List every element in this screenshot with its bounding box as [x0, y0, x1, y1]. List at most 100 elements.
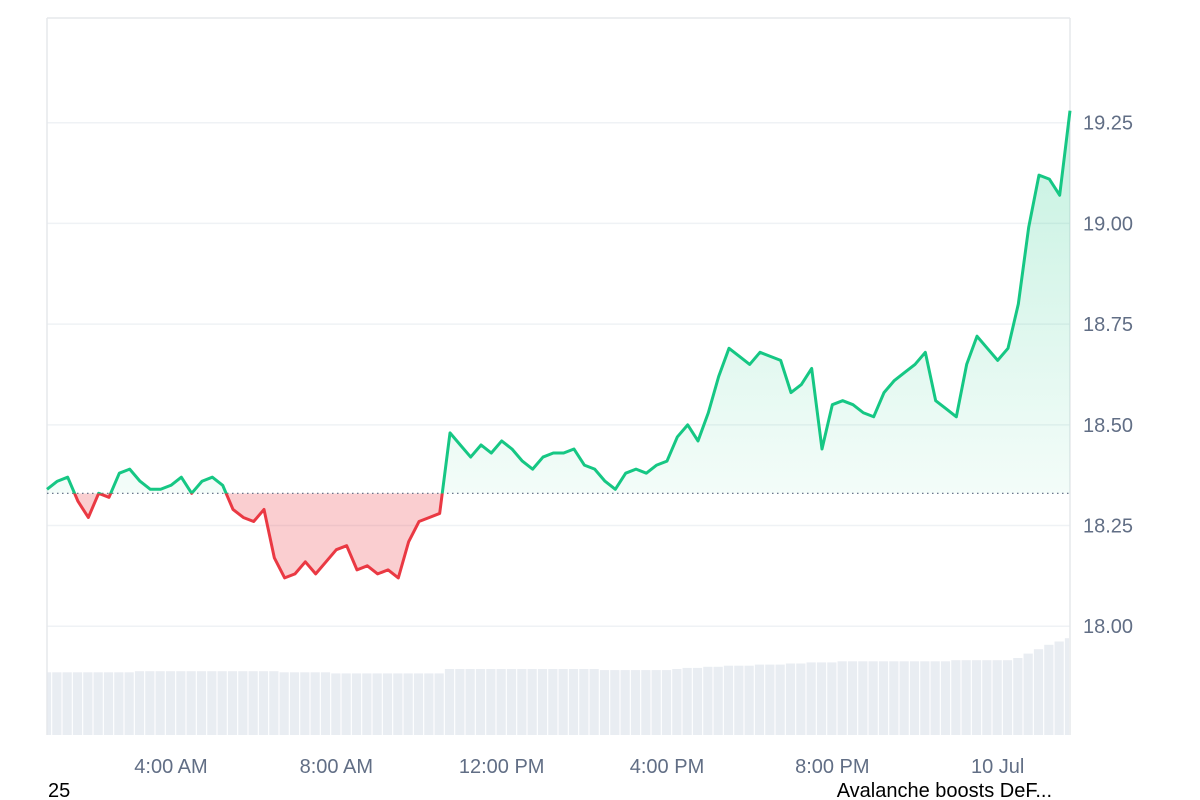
x-tick-label: 4:00 PM [630, 756, 704, 778]
volume-bar [858, 661, 868, 735]
volume-bar [868, 661, 878, 735]
y-tick-label: 18.50 [1083, 415, 1133, 437]
volume-bar [124, 672, 134, 735]
volume-bar [1023, 653, 1033, 735]
volume-bar [269, 671, 279, 735]
x-tick-label: 12:00 PM [459, 756, 545, 778]
volume-bar [248, 671, 258, 735]
volume-bar [971, 660, 982, 735]
volume-bar [930, 661, 940, 735]
volume-bar [992, 660, 1002, 735]
volume-bar [651, 670, 661, 735]
x-tick-label: 8:00 PM [795, 756, 869, 778]
volume-bar [331, 673, 341, 735]
volume-bar [599, 670, 610, 735]
price-area [47, 110, 1070, 578]
volume-bar [145, 671, 155, 735]
volume-bar [816, 662, 827, 735]
volume-bar [362, 673, 372, 735]
volume-bar [785, 663, 796, 735]
volume-bar [52, 672, 62, 735]
volume-bar [496, 669, 506, 735]
volume-bar [744, 665, 754, 735]
volume-bar [961, 660, 971, 735]
volume-bar [568, 669, 579, 735]
volume-bar [372, 673, 382, 735]
volume-bar [527, 669, 537, 735]
volume-bar [341, 673, 351, 735]
volume-bar [393, 673, 403, 735]
y-tick-label: 19.00 [1083, 213, 1133, 235]
volume-bar [775, 664, 785, 735]
y-tick-label: 18.75 [1083, 314, 1133, 336]
volume-bar [827, 662, 837, 735]
volume-bar [444, 669, 455, 735]
volume-bar [289, 672, 300, 735]
volume-bar [579, 669, 589, 735]
volume-bar [620, 670, 630, 735]
volume-bar [506, 669, 517, 735]
volume-bar [62, 672, 72, 735]
x-tick-label: 8:00 AM [300, 756, 373, 778]
volume-bar [238, 671, 248, 735]
volume-bar [517, 669, 527, 735]
volume-bar [672, 669, 682, 735]
volume-bar [940, 661, 951, 735]
volume-bar [558, 669, 568, 735]
volume-bar [889, 661, 899, 735]
volume-bar [217, 671, 227, 735]
volume-bar [465, 669, 475, 735]
volume-bar [920, 661, 930, 735]
volume-bar [723, 665, 734, 735]
volume-bar [548, 669, 558, 735]
volume-bar [847, 661, 858, 735]
volume-bar [661, 670, 672, 735]
volume-bar [258, 671, 269, 735]
volume-bar [1064, 638, 1069, 735]
volume-bar [424, 673, 434, 735]
volume-bar [682, 667, 692, 735]
volume-bar [713, 666, 723, 735]
volume-bar [351, 673, 362, 735]
footer-left-text: 25 [48, 780, 70, 800]
volume-bar [155, 671, 165, 735]
volume-bar [83, 672, 93, 735]
volume-bar [403, 673, 413, 735]
volume-bar [1044, 644, 1054, 735]
volume-bar [114, 672, 124, 735]
volume-bar [537, 669, 548, 735]
volume-bar [382, 673, 393, 735]
plot-background [47, 121, 1070, 735]
volume-bar [1013, 658, 1023, 735]
volume-bar [475, 669, 486, 735]
volume-bar [630, 670, 641, 735]
volume-bar [455, 669, 465, 735]
x-tick-label: 4:00 AM [134, 756, 207, 778]
volume-bar [692, 667, 703, 735]
volume-bar [909, 661, 920, 735]
volume-bar [899, 661, 909, 735]
volume-bar [837, 661, 847, 735]
volume-bar [982, 660, 992, 735]
volume-bar [196, 671, 207, 735]
volume-bar [186, 671, 196, 735]
volume-bar [413, 673, 424, 735]
volume-bar [806, 662, 816, 735]
volume-bar [103, 672, 114, 735]
volume-bar [93, 672, 103, 735]
volume-bar [754, 664, 765, 735]
volume-bar [165, 671, 176, 735]
price-line [46, 110, 1072, 580]
y-tick-label: 18.00 [1083, 616, 1133, 638]
volume-bar [227, 671, 238, 735]
volume-bar [1054, 641, 1064, 735]
volume-bar [610, 670, 620, 735]
volume-bar [878, 661, 889, 735]
volume-bar [47, 672, 52, 735]
volume-bar [279, 672, 289, 735]
volume-bar [765, 664, 775, 735]
x-tick-label: 10 Jul [971, 756, 1024, 778]
y-tick-label: 19.25 [1083, 113, 1133, 135]
